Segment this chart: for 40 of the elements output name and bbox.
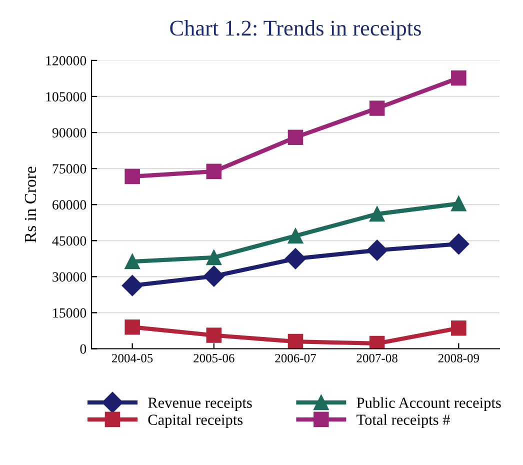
point (284, 248, 306, 270)
point (451, 196, 466, 212)
legend-label: Public Account receipts (356, 397, 501, 412)
y-tick-label: 75000 (52, 164, 86, 174)
point (206, 250, 222, 266)
chart-title: Chart 1.2: Trends in receipts (170, 20, 421, 40)
point (448, 233, 470, 255)
point (288, 334, 304, 349)
legend-label: Capital receipts (148, 414, 243, 428)
y-tick-label: 45000 (52, 236, 86, 246)
point (288, 228, 304, 244)
point (451, 70, 466, 86)
point (451, 320, 466, 336)
x-tick-label: 2007-08 (356, 354, 398, 362)
point (369, 100, 385, 116)
legend-label: Total receipts # (356, 414, 450, 428)
point (288, 130, 304, 145)
point (206, 328, 222, 343)
y-tick-label: 90000 (52, 128, 86, 138)
y-axis-title: Rs in Crore (24, 166, 36, 243)
point (369, 336, 385, 349)
y-tick-label: 30000 (52, 272, 86, 282)
point (366, 240, 388, 261)
y-tick-label: 105000 (46, 92, 86, 102)
y-tick-label: 60000 (52, 200, 86, 210)
y-tick-label: 15000 (53, 308, 86, 318)
legend-label: Revenue receipts (148, 398, 252, 412)
point (124, 254, 140, 270)
x-tick-label: 2006-07 (275, 354, 316, 362)
y-tick-label: 120000 (46, 56, 86, 66)
point (369, 206, 385, 222)
point (203, 266, 224, 287)
y-tick-label: 0 (80, 344, 86, 354)
point (122, 275, 143, 296)
point (206, 164, 222, 180)
point (124, 168, 140, 184)
x-tick-label: 2005-06 (194, 354, 234, 362)
point (124, 319, 140, 335)
x-tick-label: 2008-09 (438, 354, 479, 362)
x-tick-label: 2004-05 (112, 354, 153, 362)
